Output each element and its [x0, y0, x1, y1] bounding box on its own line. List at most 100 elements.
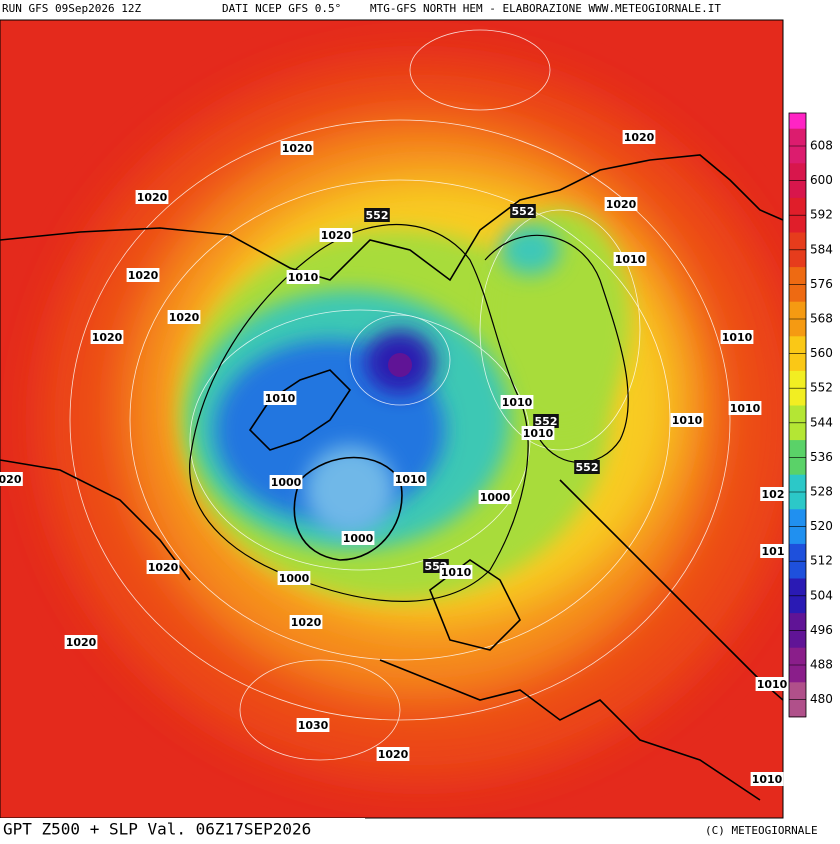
contour-label: 1020 [282, 142, 313, 155]
contour-label-box [0, 472, 23, 486]
contour-label-box [439, 565, 473, 579]
credit: MTG-GFS NORTH HEM - ELABORAZIONE WWW.MET… [370, 2, 721, 15]
contour-label: 1000 [480, 491, 511, 504]
contour-label: 1020 [378, 748, 409, 761]
copyright-box [700, 820, 840, 840]
copyright: (C) METEOGIORNALE [705, 824, 818, 837]
contour-label: 102 [762, 488, 785, 501]
contour-label: 1000 [271, 476, 302, 489]
contour-label: 1020 [92, 331, 123, 344]
contour-label: 1010 [757, 678, 788, 691]
contour-label-box [533, 414, 559, 428]
colorbar-label: 536 [810, 450, 833, 464]
colorbar-label: 488 [810, 658, 833, 672]
footer-box [0, 818, 365, 840]
colorbar-label: 584 [810, 242, 833, 256]
contour-label-box [728, 401, 762, 415]
map-field [0, 20, 783, 818]
map-frame [0, 19, 784, 819]
contour-label: 1020 [169, 311, 200, 324]
data-source: DATI NCEP GFS 0.5° [222, 2, 341, 15]
run-info: RUN GFS 09Sep2026 12Z [2, 2, 141, 15]
colorbar-label: 568 [810, 312, 833, 326]
colorbar-label: 576 [810, 277, 833, 291]
contour-label: 1020 [66, 636, 97, 649]
contour-label-box [280, 141, 314, 155]
colorbar-label: 512 [810, 554, 833, 568]
contour-label-box [341, 531, 375, 545]
contour-label-box [604, 197, 638, 211]
contour-label: 1010 [615, 253, 646, 266]
colorbar-label: 560 [810, 346, 833, 360]
contour-label: 1010 [722, 331, 753, 344]
contour-label-box [670, 413, 704, 427]
colorbar-label: 600 [810, 173, 833, 187]
contour-label: 552 [512, 205, 535, 218]
contour-label-box [478, 490, 512, 504]
contour-label-box [574, 460, 600, 474]
contour-label: 1010 [672, 414, 703, 427]
contour-label-box [760, 487, 786, 501]
contour-label-box [289, 615, 323, 629]
contour-label: 1020 [128, 269, 159, 282]
colorbar-cap [789, 113, 806, 130]
colorbar-label: 528 [810, 485, 833, 499]
colorbar-label: 480 [810, 692, 833, 706]
contour-label: 552 [366, 209, 389, 222]
contour-label: 020 [0, 473, 22, 486]
colorbar-label: 504 [810, 588, 833, 602]
contour-label-box [277, 571, 311, 585]
contour-label-box [263, 391, 297, 405]
contour-label: 1020 [321, 229, 352, 242]
colorbar-label: 552 [810, 381, 833, 395]
contour-label: 1010 [441, 566, 472, 579]
contour-label: 1010 [395, 473, 426, 486]
contour-label-box [750, 772, 784, 786]
contour-label-box [720, 330, 754, 344]
colorbar-label: 608 [810, 139, 833, 153]
contour-label-box [510, 204, 536, 218]
contour-label-box [622, 130, 656, 144]
colorbar-label: 496 [810, 623, 833, 637]
contour-label-box [613, 252, 647, 266]
contour-label: 1020 [291, 616, 322, 629]
contour-label-box [521, 426, 555, 440]
contour-label: 1020 [624, 131, 655, 144]
contour-label-box [296, 718, 330, 732]
contour-label: 1010 [265, 392, 296, 405]
colorbar-label: 592 [810, 208, 833, 222]
contour-label-box [269, 475, 303, 489]
colorbar-frame [788, 112, 807, 718]
colorbar-label: 520 [810, 519, 833, 533]
contour-label-box [376, 747, 410, 761]
contour-label: 1020 [606, 198, 637, 211]
contour-label-box [319, 228, 353, 242]
contour-label: 552 [576, 461, 599, 474]
contour-labels: 1020 1020 1020 552 552 1020 1020 1020 1010 1010 10… [0, 130, 789, 786]
contour-label: 1010 [288, 271, 319, 284]
contour-label-box [755, 677, 789, 691]
contour-label-box [146, 560, 180, 574]
contour-label-box [364, 208, 390, 222]
colorbar: 608 600 592 584 576 568 560 552 544 536 528 520 512 5… [788, 112, 833, 718]
contour-label: 1000 [279, 572, 310, 585]
contour-label: 552 [535, 415, 558, 428]
contour-label-box [760, 544, 786, 558]
footer-title: GPT Z500 + SLP Val. 06Z17SEP2026 [3, 820, 311, 839]
contour-label-box [135, 190, 169, 204]
contour-label: 1000 [343, 532, 374, 545]
contour-label-box [64, 635, 98, 649]
contour-label: 1030 [298, 719, 329, 732]
contour-label: 1020 [148, 561, 179, 574]
contour-label-box [90, 330, 124, 344]
contour-label: 1010 [523, 427, 554, 440]
contour-label-box [126, 268, 160, 282]
contour-label: 1010 [730, 402, 761, 415]
contour-label-box [500, 395, 534, 409]
contour-label: 1020 [137, 191, 168, 204]
contour-label-box [393, 472, 427, 486]
contour-label: 1010 [752, 773, 783, 786]
contour-label: 101 [762, 545, 785, 558]
contour-label: 1010 [502, 396, 533, 409]
